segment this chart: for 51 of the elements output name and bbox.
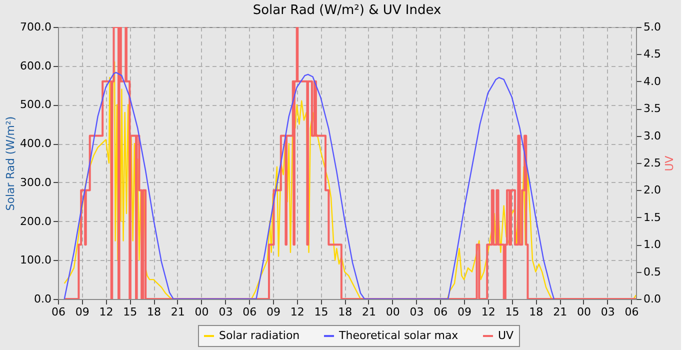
x-tick-label: 15 xyxy=(505,306,520,318)
x-tick-label: 18 xyxy=(529,306,544,318)
x-tick-label: 03 xyxy=(218,306,233,318)
x-tick-label: 18 xyxy=(147,306,162,318)
x-tick-label: 12 xyxy=(481,306,496,318)
x-tick-label: 21 xyxy=(553,306,568,318)
x-tick-label: 06 xyxy=(52,306,66,318)
line-series xyxy=(64,72,555,299)
y2-tick-label: 0.5 xyxy=(644,265,661,278)
x-tick-label: 12 xyxy=(99,306,114,318)
x-tick-label: 03 xyxy=(600,306,615,318)
legend-label: UV xyxy=(498,329,514,342)
y2-tick-label: 4.0 xyxy=(644,74,661,88)
y-tick-label: 0.0 xyxy=(34,292,52,306)
y-tick-label: 700.0 xyxy=(20,20,52,34)
y2-tick-label: 5.0 xyxy=(644,20,661,34)
x-tick-label: 06 xyxy=(624,306,639,318)
y-tick-label: 600.0 xyxy=(20,59,52,72)
y2-tick-label: 2.5 xyxy=(644,156,661,170)
x-tick-label: 09 xyxy=(266,306,280,318)
x-tick-label: 00 xyxy=(194,306,209,318)
y2-tick-label: 3.5 xyxy=(644,102,661,116)
x-tick-label: 00 xyxy=(576,306,591,318)
legend-label: Solar radiation xyxy=(219,329,300,342)
chart-title: Solar Rad (W/m²) & UV Index xyxy=(252,3,442,18)
x-tick-label: 06 xyxy=(434,306,448,318)
y-tick-label: 200.0 xyxy=(20,214,52,228)
y2-tick-label: 2.0 xyxy=(644,184,661,197)
y2-tick-label: 1.0 xyxy=(644,238,661,252)
x-tick-label: 06 xyxy=(242,306,257,318)
y-tick-label: 100.0 xyxy=(20,254,52,267)
x-tick-label: 09 xyxy=(458,306,472,318)
x-tick-label: 15 xyxy=(314,306,328,318)
y-tick-label: 500.0 xyxy=(20,98,52,112)
y2-tick-label: 0.0 xyxy=(644,292,661,306)
x-tick-label: 18 xyxy=(338,306,352,318)
legend-label: Theoretical solar max xyxy=(338,329,459,342)
y-axis-title: Solar Rad (W/m²) xyxy=(4,116,18,211)
y2-tick-label: 4.5 xyxy=(644,48,661,61)
x-tick-label: 03 xyxy=(410,306,424,318)
y-tick-label: 400.0 xyxy=(20,137,52,150)
y2-tick-label: 3.0 xyxy=(644,129,661,142)
x-tick-label: 21 xyxy=(362,306,376,318)
x-tick-label: 09 xyxy=(75,306,90,318)
y2-tick-label: 1.5 xyxy=(644,210,661,224)
x-tick-label: 21 xyxy=(170,306,185,318)
x-tick-label: 00 xyxy=(386,306,400,318)
x-tick-label: 15 xyxy=(123,306,138,318)
y2-axis-title: UV xyxy=(662,155,676,172)
x-tick-label: 12 xyxy=(290,306,304,318)
y-tick-label: 300.0 xyxy=(20,176,52,189)
